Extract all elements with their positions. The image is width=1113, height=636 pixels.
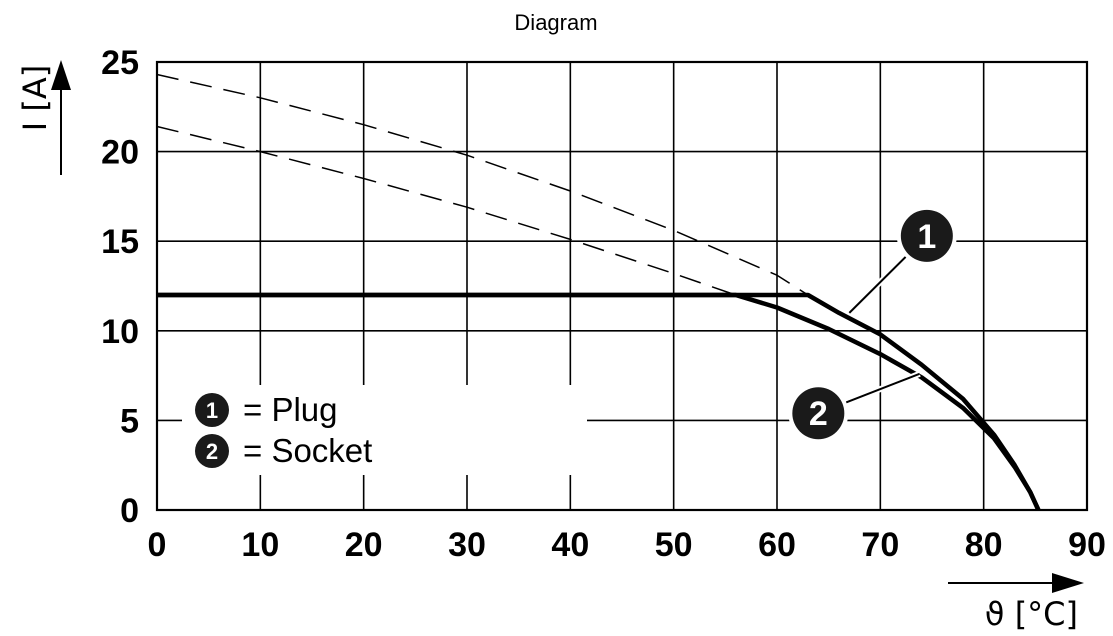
callout-1: 1	[847, 205, 957, 316]
x-axis-arrow-head	[1052, 573, 1084, 593]
y-axis-arrow-head	[51, 60, 71, 90]
dashed-curve-2	[156, 125, 736, 296]
x-tick-label: 90	[1068, 526, 1106, 564]
x-tick-label: 80	[965, 526, 1003, 564]
y-tick-label: 20	[101, 134, 139, 172]
callout-number: 1	[917, 218, 936, 256]
x-axis-label: ϑ [°C]	[985, 595, 1078, 633]
callouts: 12	[788, 205, 957, 444]
x-tick-label: 50	[655, 526, 693, 564]
x-tick-label: 20	[345, 526, 383, 564]
ticks: 0 10 20 30 40 50 60 70 80 90 0 5 10 15 20 25	[101, 44, 1106, 564]
legend-label: = Plug	[243, 391, 338, 428]
x-tick-label: 10	[241, 526, 279, 564]
legend: 1 = Plug 2 = Socket	[182, 385, 587, 475]
y-tick-label: 0	[120, 492, 139, 530]
plot-frame	[155, 60, 1089, 512]
x-tick-label: 60	[758, 526, 796, 564]
x-tick-label: 30	[448, 526, 486, 564]
y-tick-label: 25	[101, 44, 139, 82]
curve-2	[157, 292, 1041, 511]
curves	[156, 73, 1041, 511]
x-tick-label: 70	[861, 526, 899, 564]
callout-badge	[900, 209, 953, 262]
dashed-curve-1	[156, 73, 809, 296]
legend-label: = Socket	[243, 432, 372, 469]
legend-item-2: 2 = Socket	[195, 432, 372, 469]
callout-number: 2	[809, 395, 828, 433]
legend-marker-number: 1	[206, 398, 218, 423]
y-tick-label: 10	[101, 313, 139, 351]
legend-marker-1	[195, 393, 229, 427]
legend-background	[182, 385, 587, 475]
x-tick-label: 0	[148, 526, 167, 564]
y-axis-label: I [A]	[16, 65, 54, 131]
callout-leader	[848, 253, 910, 314]
legend-item-1: 1 = Plug	[195, 391, 338, 428]
x-tick-label: 40	[551, 526, 589, 564]
y-tick-label: 5	[120, 402, 139, 440]
axis-labels: I [A] ϑ [°C]	[16, 60, 1084, 633]
callout-2: 2	[788, 371, 921, 444]
legend-marker-number: 2	[206, 439, 218, 464]
legend-marker-2	[195, 434, 229, 468]
callout-leader	[842, 372, 920, 405]
callout-badge	[792, 387, 845, 440]
chart-title: Diagram	[514, 10, 597, 35]
y-tick-label: 15	[101, 223, 139, 261]
